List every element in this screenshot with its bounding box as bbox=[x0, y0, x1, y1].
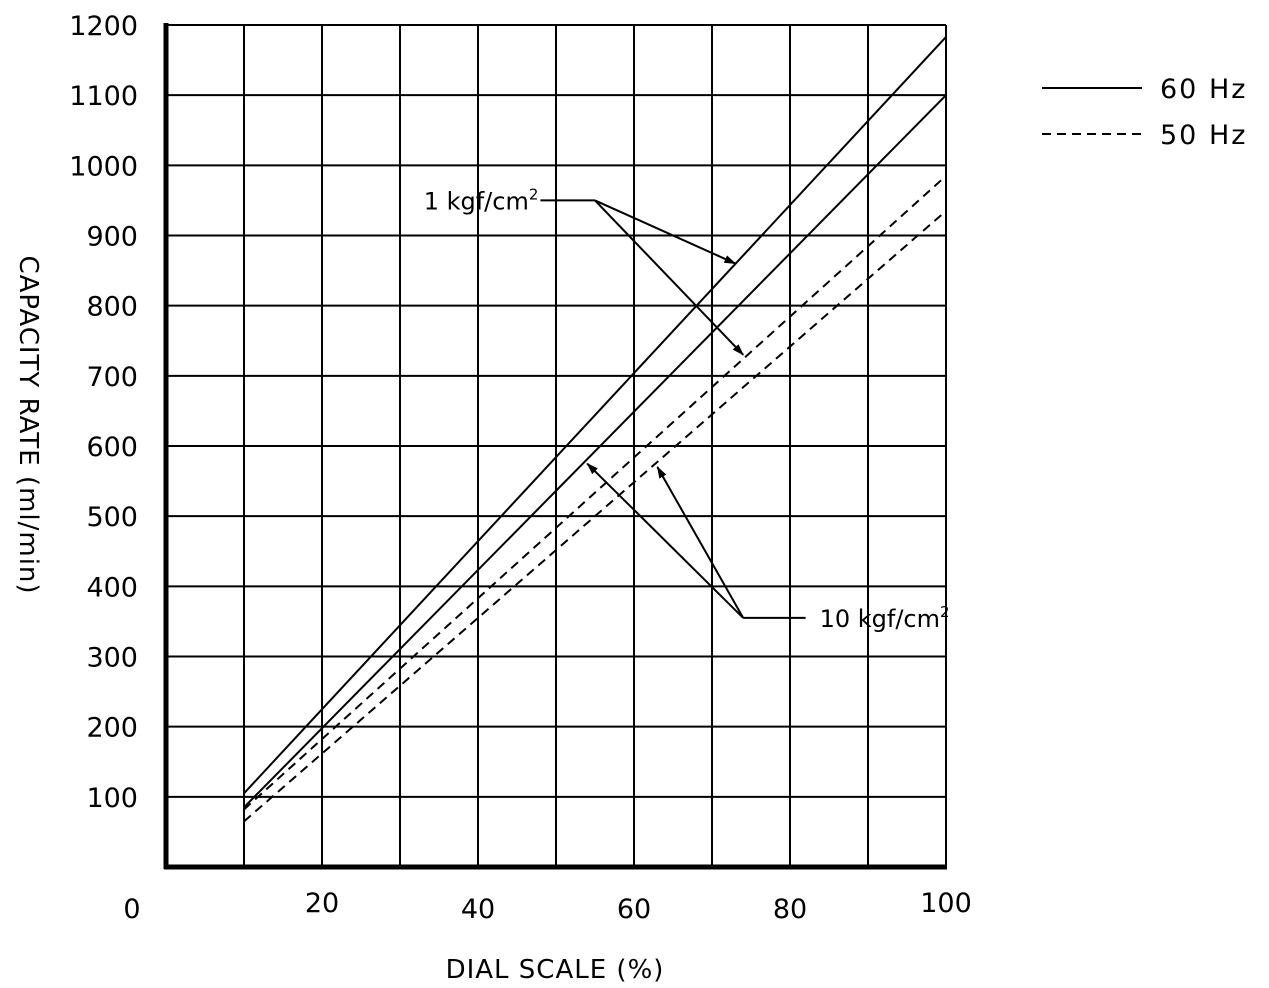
y-tick-label: 1100 bbox=[69, 81, 138, 112]
y-tick-label: 600 bbox=[86, 432, 138, 463]
x-tick-label: 100 bbox=[920, 888, 972, 919]
y-tick-label: 1200 bbox=[69, 11, 138, 42]
annotation-arrow bbox=[586, 462, 744, 619]
annotation-arrow bbox=[594, 199, 744, 356]
y-tick-label: 800 bbox=[86, 292, 138, 323]
y-tick-label: 300 bbox=[86, 643, 138, 674]
y-tick-label: 200 bbox=[86, 713, 138, 744]
y-tick-label: 700 bbox=[86, 362, 138, 393]
annotation-label: 1 kgf/cm2 bbox=[424, 185, 539, 215]
x-axis-title: DIAL SCALE (%) bbox=[446, 955, 665, 985]
y-tick-label: 100 bbox=[86, 783, 138, 814]
annotation-arrow bbox=[656, 466, 745, 619]
annotation-label: 10 kgf/cm2 bbox=[820, 603, 950, 633]
x-tick-label: 20 bbox=[305, 888, 339, 919]
y-axis-title: CAPACITY RATE (ml/min) bbox=[13, 255, 43, 594]
x-tick-label: 40 bbox=[461, 894, 495, 925]
x-tick-label: 80 bbox=[773, 894, 807, 925]
x-tick-label: 60 bbox=[617, 894, 651, 925]
series-line-2 bbox=[243, 94, 947, 809]
x-tick-label: 0 bbox=[123, 894, 140, 925]
series-line-1 bbox=[243, 36, 947, 795]
y-tick-label: 900 bbox=[86, 222, 138, 253]
legend-label: 50 Hz bbox=[1160, 120, 1247, 151]
series-line-4 bbox=[243, 210, 947, 823]
legend-label: 60 Hz bbox=[1160, 74, 1247, 105]
annotation-arrow bbox=[594, 199, 737, 265]
series-line-3 bbox=[243, 175, 947, 811]
y-tick-label: 400 bbox=[86, 572, 138, 603]
y-tick-label: 500 bbox=[86, 502, 138, 533]
y-tick-label: 1000 bbox=[69, 151, 138, 182]
